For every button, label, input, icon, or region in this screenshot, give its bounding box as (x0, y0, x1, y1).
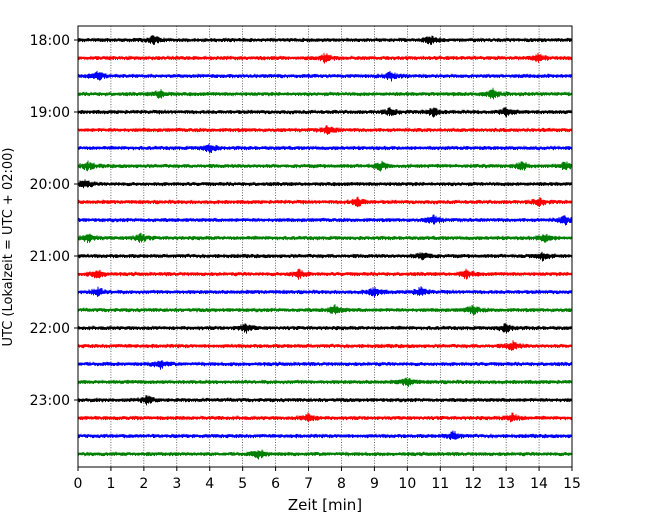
trace-line (77, 304, 573, 316)
x-tick-label: 5 (238, 476, 247, 492)
trace-line (77, 412, 573, 423)
trace-line (77, 35, 573, 45)
trace-line (77, 106, 573, 118)
trace-line (77, 179, 573, 189)
trace-line (77, 52, 573, 64)
trace-line (77, 360, 573, 370)
trace-line (77, 251, 573, 262)
trace-line (77, 395, 573, 406)
x-axis: 0 1 2 3 4 5 6 7 8 9 10 11 12 13 14 15 (74, 467, 581, 492)
trace-line (77, 160, 573, 172)
trace-line (77, 87, 573, 100)
x-tick-label: 15 (563, 476, 581, 492)
trace-line (77, 340, 573, 351)
grid (110, 26, 540, 467)
y-tick-label: 20:00 (30, 177, 70, 193)
y-tick-label: 22:00 (30, 321, 70, 337)
trace-line (77, 125, 573, 135)
y-tick-label: 23:00 (30, 393, 70, 409)
y-tick-label: 21:00 (30, 249, 70, 265)
y-tick-label: 18:00 (30, 33, 70, 49)
y-axis-label: UTC (Lokalzeit = UTC + 02:00) (1, 148, 16, 347)
trace-line (77, 232, 573, 244)
trace-line (77, 268, 573, 280)
x-tick-label: 11 (431, 476, 449, 492)
x-tick-label: 8 (337, 476, 346, 492)
x-tick-label: 13 (497, 476, 515, 492)
trace-line (77, 377, 573, 387)
trace-line (77, 143, 573, 154)
x-tick-label: 6 (271, 476, 280, 492)
x-tick-label: 2 (139, 476, 148, 492)
traces (77, 35, 573, 460)
x-tick-label: 9 (370, 476, 379, 492)
trace-line (77, 286, 573, 298)
x-tick-label: 14 (530, 476, 548, 492)
x-tick-label: 1 (106, 476, 115, 492)
trace-line (77, 214, 573, 226)
x-tick-label: 12 (464, 476, 482, 492)
trace-line (77, 196, 573, 208)
x-tick-label: 0 (74, 476, 83, 492)
x-axis-label: Zeit [min] (288, 496, 362, 514)
plot-frame (77, 25, 573, 468)
trace-line (77, 430, 573, 440)
trace-line (77, 70, 573, 82)
x-tick-label: 10 (398, 476, 416, 492)
x-tick-label: 3 (172, 476, 181, 492)
trace-line (77, 449, 573, 460)
y-tick-label: 19:00 (30, 105, 70, 121)
x-tick-label: 7 (304, 476, 313, 492)
y-axis: 18:00 19:00 20:00 21:00 22:00 23:00 (30, 33, 78, 409)
trace-line (77, 323, 573, 334)
x-tick-label: 4 (205, 476, 214, 492)
